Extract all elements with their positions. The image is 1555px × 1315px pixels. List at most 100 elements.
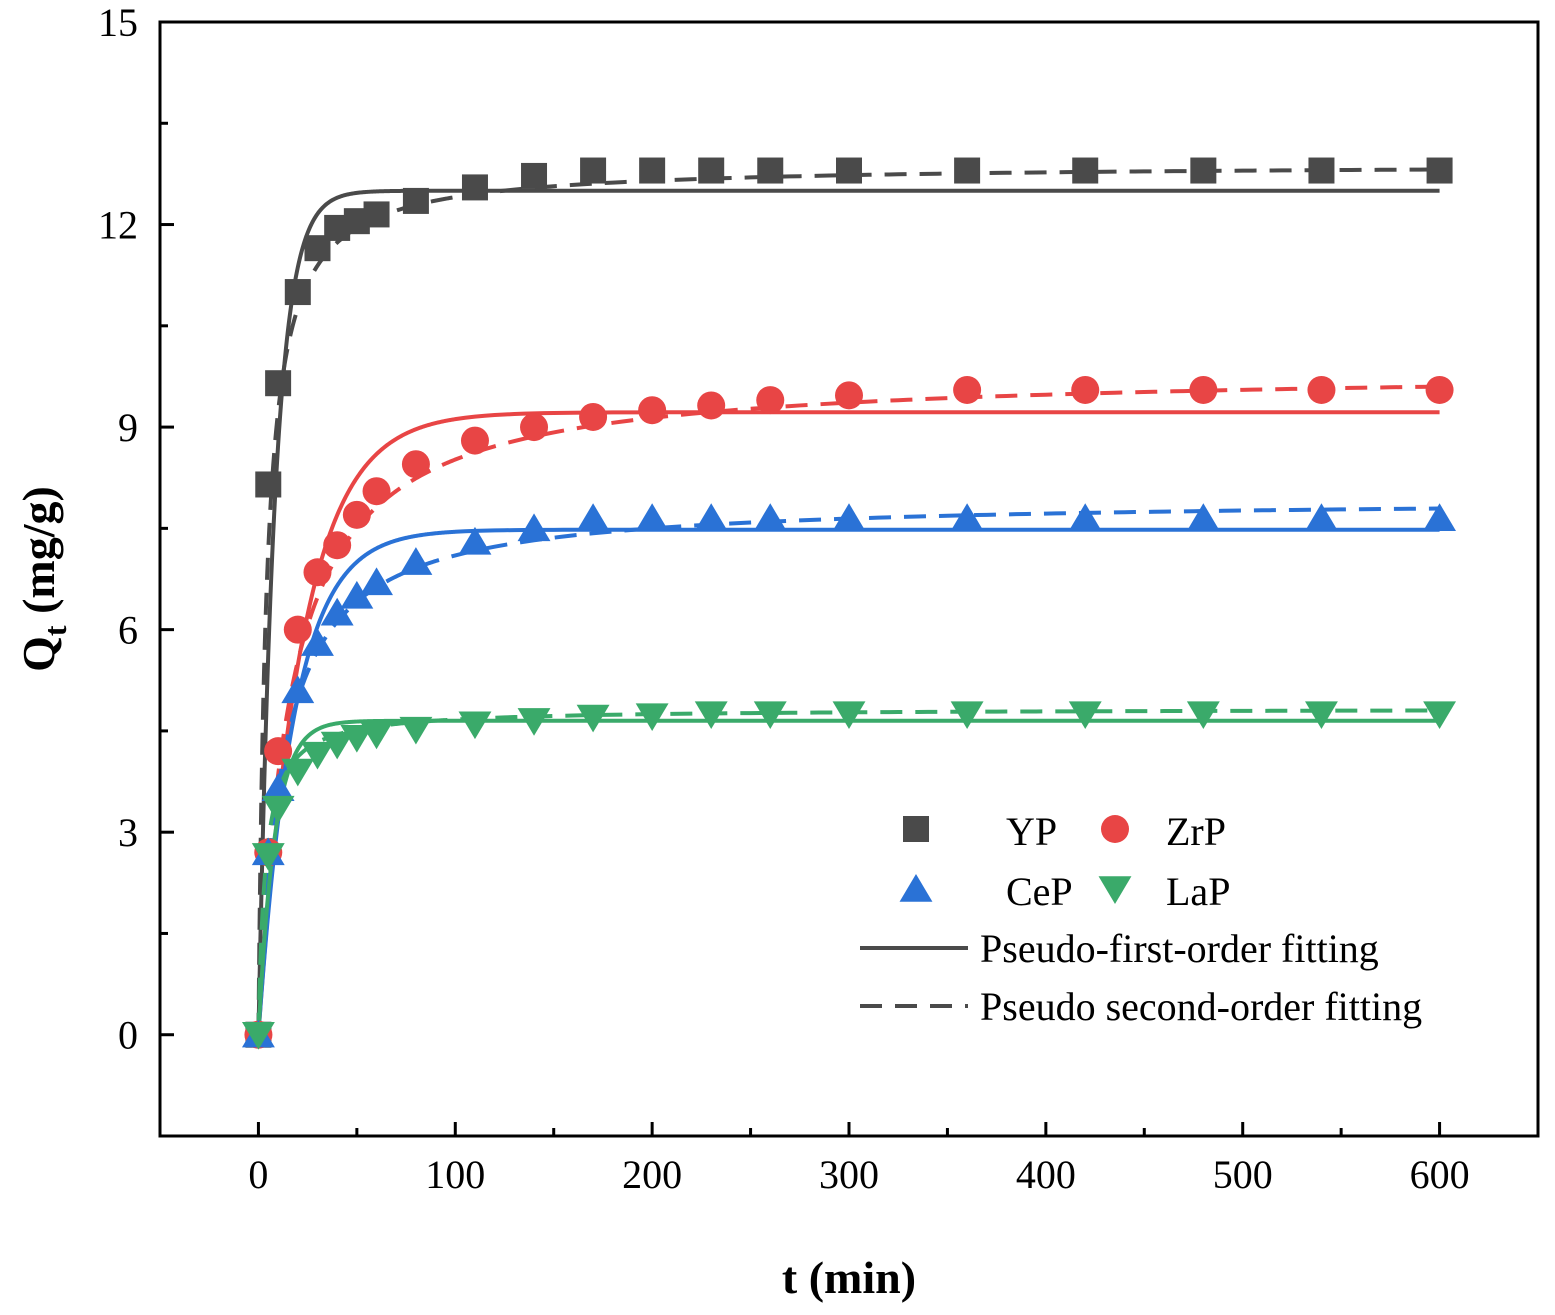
data-point-cep <box>950 503 984 531</box>
data-point-lap <box>1305 701 1338 729</box>
plot-frame <box>158 20 1540 1138</box>
x-axis-title: t (min) <box>782 1252 916 1303</box>
data-point-yp <box>757 157 784 184</box>
legend-label-lap: LaP <box>1166 869 1230 914</box>
data-point-lap <box>241 1022 275 1050</box>
y-axis-title-subscript: t <box>37 625 73 636</box>
y-tick-label: 9 <box>118 405 138 450</box>
data-point-zrp <box>756 386 785 415</box>
data-point-lap <box>360 721 393 750</box>
legend-label-dashed: Pseudo second-order fitting <box>980 984 1422 1029</box>
data-point-lap <box>1068 701 1102 729</box>
legend: YP ZrP CeP LaP Pseudo-first-order fitting Pse… <box>860 809 1422 1029</box>
y-tick-label: 6 <box>118 608 138 653</box>
data-point-zrp <box>579 402 608 431</box>
x-tick-label: 100 <box>425 1152 485 1197</box>
legend-marker-cep <box>899 874 933 902</box>
data-point-cep <box>261 773 295 802</box>
data-point-cep <box>753 503 787 531</box>
data-point-yp <box>1190 157 1217 184</box>
x-tick-label: 0 <box>248 1152 268 1197</box>
pso-fit-line-yp <box>256 167 1440 1035</box>
data-point-cep <box>301 628 334 656</box>
data-point-lap <box>261 795 295 824</box>
data-point-lap <box>340 724 374 753</box>
data-point-lap <box>301 741 334 770</box>
data-point-yp <box>363 201 390 228</box>
data-point-zrp <box>697 391 726 420</box>
legend-marker-lap <box>1098 876 1132 904</box>
data-point-lap <box>251 843 285 871</box>
y-axis-title: Qt (mg/g) <box>13 486 73 672</box>
legend-label-cep: CeP <box>1006 869 1073 914</box>
data-point-zrp <box>953 375 982 404</box>
data-point-cep <box>1186 503 1220 531</box>
data-point-yp <box>1308 157 1335 184</box>
data-point-lap <box>694 701 728 729</box>
data-point-lap <box>832 701 866 729</box>
pfo-fit-line-zrp <box>256 410 1440 1035</box>
data-point-yp <box>461 174 488 201</box>
data-point-cep <box>517 513 551 542</box>
data-point-yp <box>521 162 548 189</box>
data-point-zrp <box>362 477 391 506</box>
data-point-zrp <box>323 531 352 560</box>
data-point-yp <box>954 157 981 184</box>
data-point-zrp <box>460 426 489 455</box>
data-point-cep <box>1068 503 1102 531</box>
fit-curves <box>256 167 1440 1035</box>
data-point-zrp <box>1189 375 1218 404</box>
x-tick-label: 300 <box>819 1152 879 1197</box>
y-axis-title-unit: (mg/g) <box>13 486 64 625</box>
y-axis-title-main: Q <box>13 636 64 672</box>
data-point-cep <box>281 675 315 704</box>
data-point-yp <box>265 370 292 397</box>
data-point-cep <box>320 597 354 626</box>
data-point-zrp <box>264 737 293 766</box>
data-point-yp <box>1072 157 1099 184</box>
x-tick-label: 600 <box>1410 1152 1470 1197</box>
data-point-lap <box>517 708 551 736</box>
data-point-cep <box>576 503 610 531</box>
legend-label-solid: Pseudo-first-order fitting <box>980 926 1379 971</box>
data-point-zrp <box>1307 375 1336 404</box>
data-point-yp <box>284 279 311 306</box>
data-point-yp <box>639 157 666 184</box>
pfo-fit-line-cep <box>256 527 1440 1035</box>
data-point-lap <box>281 758 315 787</box>
data-point-zrp <box>835 381 863 410</box>
data-point-lap <box>635 703 669 732</box>
data-point-cep <box>360 567 393 596</box>
x-tick-label: 500 <box>1213 1152 1273 1197</box>
data-point-cep <box>635 503 669 531</box>
data-point-lap <box>753 701 787 729</box>
data-point-zrp <box>283 615 312 644</box>
data-point-lap <box>399 716 433 745</box>
legend-marker-yp <box>903 816 929 842</box>
data-point-yp <box>836 157 862 184</box>
data-point-yp <box>255 471 282 498</box>
x-tick-label: 400 <box>1016 1152 1076 1197</box>
data-point-yp <box>580 157 607 184</box>
data-point-lap <box>576 704 610 733</box>
data-point-zrp <box>342 500 371 529</box>
legend-label-yp: YP <box>1006 809 1057 854</box>
legend-marker-zrp <box>1101 815 1129 843</box>
data-point-cep <box>458 526 492 555</box>
data-point-lap <box>320 731 354 760</box>
data-point-cep <box>399 547 433 575</box>
data-point-lap <box>458 711 492 740</box>
data-point-zrp <box>638 396 667 425</box>
data-point-cep <box>1305 503 1338 531</box>
data-point-zrp <box>520 413 549 442</box>
data-point-lap <box>1423 701 1457 729</box>
data-point-yp <box>1426 157 1453 184</box>
y-tick-label: 3 <box>118 810 138 855</box>
data-markers <box>241 157 1457 1050</box>
pfo-fit-line-yp <box>256 188 1440 1035</box>
y-tick-label: 15 <box>98 0 138 45</box>
data-point-cep <box>340 580 374 609</box>
x-tick-label: 200 <box>622 1152 682 1197</box>
y-tick-label: 12 <box>98 203 138 248</box>
